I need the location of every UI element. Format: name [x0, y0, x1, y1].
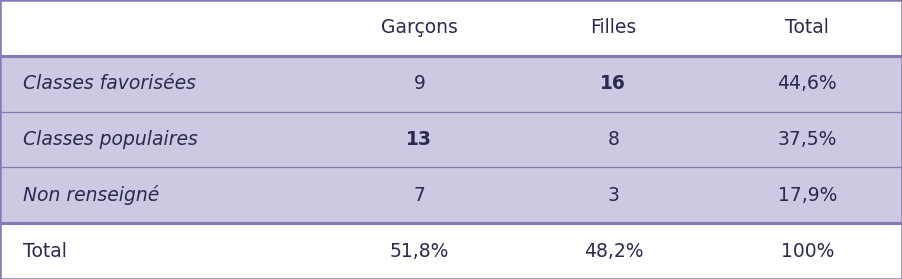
Text: Filles: Filles — [590, 18, 637, 37]
Text: 17,9%: 17,9% — [778, 186, 837, 205]
Text: 7: 7 — [413, 186, 426, 205]
Bar — [0, 112, 902, 167]
Text: 48,2%: 48,2% — [584, 242, 643, 261]
Text: Total: Total — [23, 242, 67, 261]
Text: 13: 13 — [407, 130, 432, 149]
Text: 8: 8 — [607, 130, 620, 149]
Text: 9: 9 — [413, 74, 426, 93]
Bar — [0, 167, 902, 223]
Text: 3: 3 — [607, 186, 620, 205]
Text: 44,6%: 44,6% — [778, 74, 837, 93]
Text: Non renseigné: Non renseigné — [23, 185, 159, 205]
Text: 37,5%: 37,5% — [778, 130, 837, 149]
Text: 100%: 100% — [780, 242, 834, 261]
Bar — [0, 223, 902, 279]
Bar — [0, 56, 902, 112]
Text: Garçons: Garçons — [381, 18, 458, 37]
Text: Classes populaires: Classes populaires — [23, 130, 198, 149]
Text: 51,8%: 51,8% — [390, 242, 449, 261]
Text: 16: 16 — [601, 74, 626, 93]
Text: Classes favorisées: Classes favorisées — [23, 74, 196, 93]
Text: Total: Total — [786, 18, 829, 37]
Bar — [0, 0, 902, 56]
